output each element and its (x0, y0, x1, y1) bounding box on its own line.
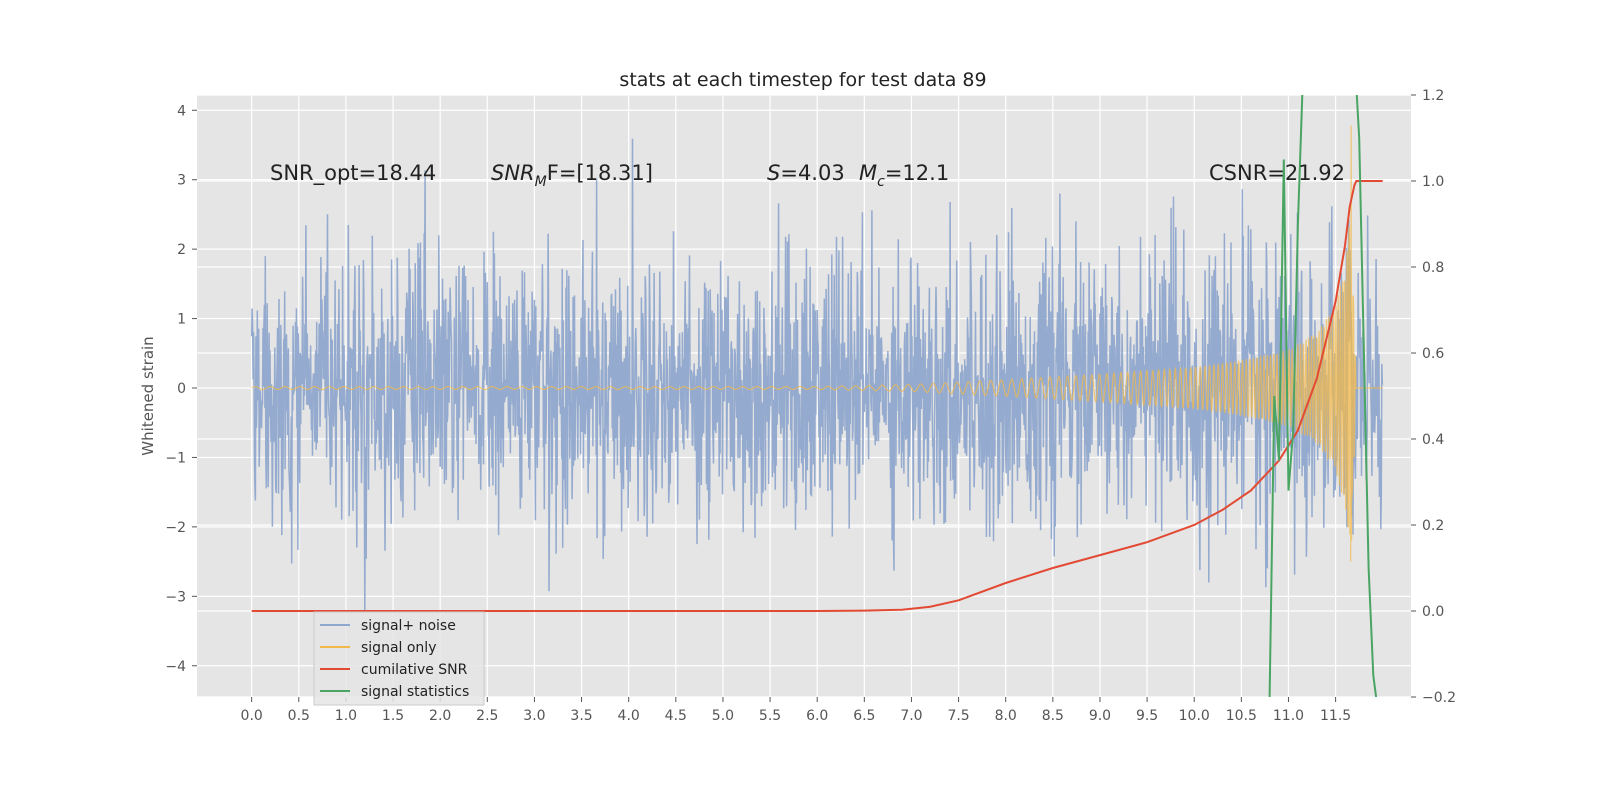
y-axis-left: −4 −3 −2 −1 0 1 2 3 4 (165, 103, 197, 675)
x-tick-label: 10.5 (1226, 708, 1257, 724)
x-tick-label: 4.0 (618, 708, 640, 724)
legend-box (313, 611, 485, 706)
y-right-tick-label: 0.8 (1422, 260, 1444, 276)
snr-opt-annotation: SNR_opt=18.44 (270, 161, 436, 186)
y-axis-right: −0.2 0.0 0.2 0.4 0.6 0.8 1.0 1.2 (1411, 88, 1456, 706)
csnr-annotation: CSNR=21.92 (1209, 161, 1345, 185)
x-tick-label: 11.0 (1273, 708, 1304, 724)
x-tick-label: 5.5 (759, 708, 781, 724)
x-tick-label: 8.0 (995, 708, 1017, 724)
signal-only-series (251, 125, 1383, 562)
mc-value: =12.1 (885, 161, 949, 185)
legend-label: signal only (361, 640, 436, 656)
snr-mf-value: F=[18.31] (547, 161, 653, 185)
x-tick-label: 2.0 (429, 708, 451, 724)
x-tick-label: 7.0 (900, 708, 922, 724)
y-tick-label: 4 (177, 103, 186, 119)
chart-title: stats at each timestep for test data 89 (619, 69, 986, 91)
x-tick-label: 3.0 (523, 708, 545, 724)
x-tick-label: 6.5 (853, 708, 875, 724)
x-tick-label: 9.5 (1136, 708, 1158, 724)
x-tick-label: 1.0 (335, 708, 357, 724)
legend: signal+ noise signal only cumilative SNR si… (313, 611, 485, 706)
y-tick-label: 2 (177, 242, 186, 258)
x-tick-label: 9.0 (1089, 708, 1111, 724)
y-right-tick-label: −0.2 (1422, 690, 1456, 706)
legend-label: cumilative SNR (361, 662, 468, 678)
legend-label: signal+ noise (361, 618, 456, 634)
y-tick-label: −4 (165, 659, 186, 675)
x-tick-label: 5.0 (712, 708, 734, 724)
s-symbol: S (767, 161, 780, 185)
x-tick-label: 2.5 (476, 708, 498, 724)
annotations: SNR_opt=18.44 SNRMF=[18.31] S=4.03 Mc=12… (270, 161, 1345, 190)
x-axis: 0.0 0.5 1.0 1.5 2.0 2.5 3.0 3.5 4.0 4.5 5.0 5.5 6.0 6… (241, 697, 1351, 724)
y-right-tick-label: 0.2 (1422, 518, 1444, 534)
cumulative-snr-series (251, 180, 1383, 612)
x-tick-label: 8.5 (1042, 708, 1064, 724)
y-tick-label: 0 (177, 381, 186, 397)
snr-mf-annotation: SNRMF=[18.31] (491, 161, 653, 190)
x-tick-label: 1.5 (382, 708, 404, 724)
snr-mf-subscript: M (535, 174, 547, 190)
mc-symbol: M (859, 161, 877, 185)
y-right-tick-label: 0.4 (1422, 432, 1444, 448)
y-tick-label: −1 (165, 450, 186, 466)
y-right-tick-label: 0.0 (1422, 604, 1444, 620)
mc-subscript: c (877, 174, 885, 190)
y-right-tick-label: 1.0 (1422, 174, 1444, 190)
x-tick-label: 10.0 (1179, 708, 1210, 724)
s-annotation: S=4.03 (767, 161, 845, 185)
x-tick-label: 4.5 (665, 708, 687, 724)
x-tick-label: 11.5 (1320, 708, 1351, 724)
y-right-tick-label: 1.2 (1422, 88, 1444, 104)
x-tick-label: 0.5 (288, 708, 310, 724)
y-axis-label: Whitened strain (139, 336, 157, 455)
y-right-tick-label: 0.6 (1422, 346, 1444, 362)
y-tick-label: 1 (177, 312, 186, 328)
y-tick-label: −3 (165, 589, 186, 605)
x-tick-label: 6.0 (806, 708, 828, 724)
x-tick-label: 0.0 (241, 708, 263, 724)
plot-content (250, 95, 1384, 697)
snr-mf-symbol: SNR (491, 161, 535, 185)
signal-statistics-series (1268, 95, 1378, 697)
s-value: =4.03 (780, 161, 844, 185)
mc-annotation: Mc=12.1 (859, 161, 949, 190)
x-tick-label: 7.5 (947, 708, 969, 724)
legend-label: signal statistics (361, 684, 469, 700)
y-tick-label: −2 (165, 520, 186, 536)
y-tick-label: 3 (177, 173, 186, 189)
x-tick-label: 3.5 (570, 708, 592, 724)
